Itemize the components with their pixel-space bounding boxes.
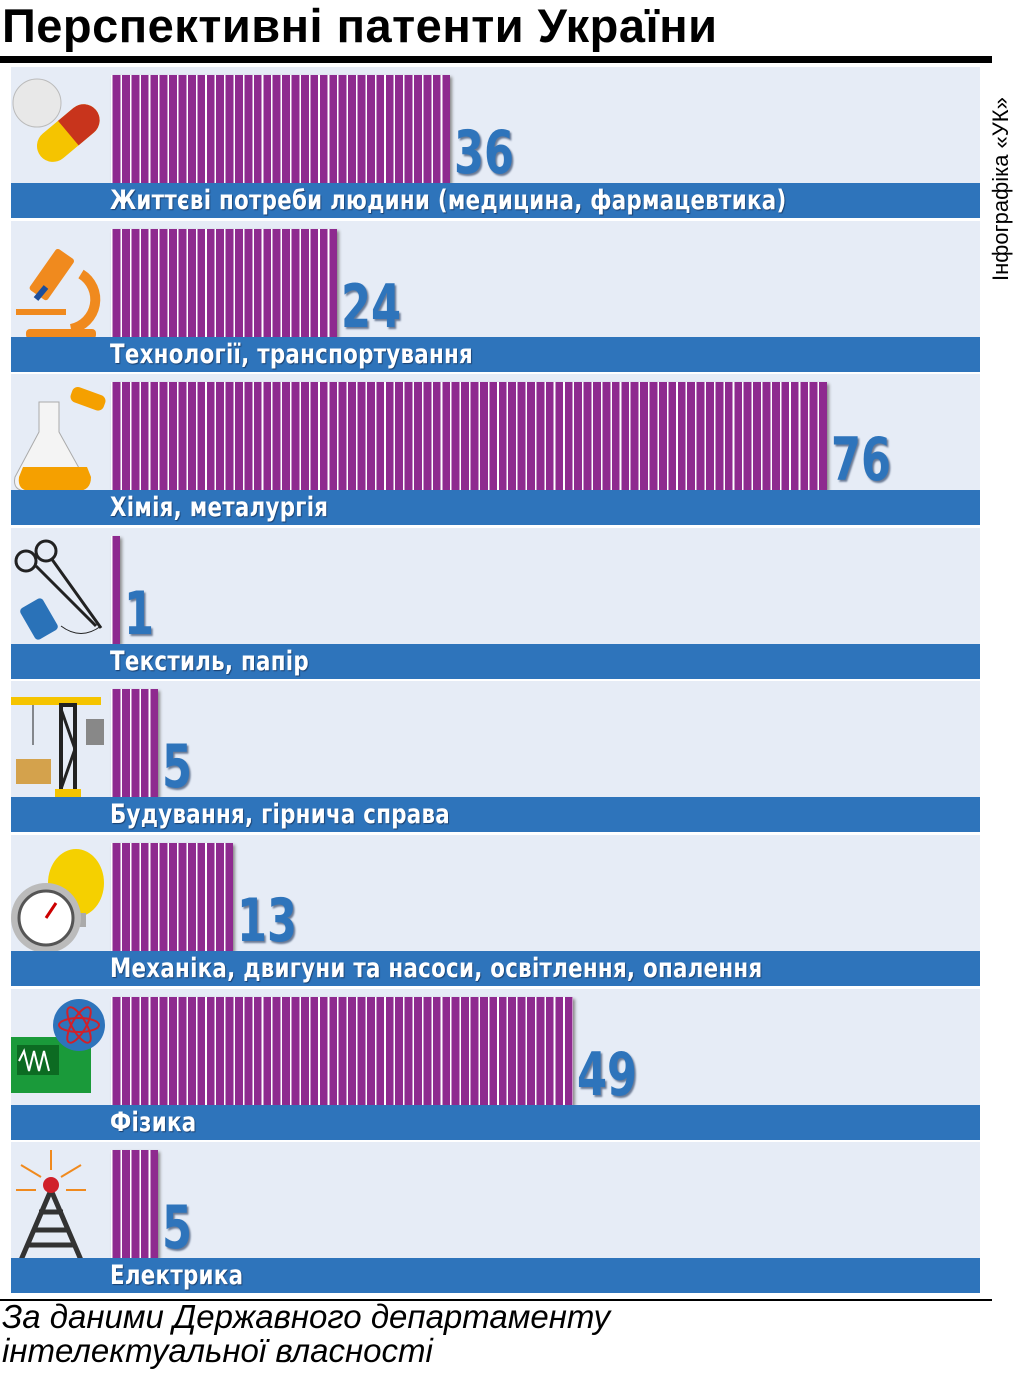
- atom-oscilloscope-icon: [11, 998, 105, 1093]
- category-label: Механіка, двигуни та насоси, освітлення,…: [110, 953, 763, 984]
- chart-row: 5 Електрика: [11, 1142, 980, 1294]
- credit: Інфографіка «УК»: [988, 66, 1014, 281]
- source-note: За даними Державного департаменту інтеле…: [2, 1300, 610, 1368]
- page-title: Перспективні патенти України: [2, 0, 718, 52]
- gauge-lightbulb-icon: [11, 849, 104, 953]
- category-band: [11, 336, 980, 372]
- data-label: 5: [162, 732, 193, 803]
- category-band: [11, 643, 980, 679]
- category-band: [11, 797, 980, 833]
- pill-capsule-icon: [12, 78, 100, 162]
- data-label: 13: [237, 886, 298, 956]
- title-rule: [0, 56, 992, 63]
- data-label: 49: [576, 1039, 637, 1110]
- data-label: 36: [454, 118, 515, 188]
- chart-row: 36 Життєві потреби людини (медицина, фарм…: [11, 67, 980, 218]
- bar: [111, 689, 159, 798]
- chart-row: 49 Фізика: [11, 988, 980, 1140]
- bar: [111, 843, 234, 951]
- data-label: 24: [341, 271, 402, 342]
- bar: [111, 228, 338, 337]
- chart-row: 1 Текстиль, папір: [11, 527, 980, 679]
- source-line-1: За даними Державного департаменту: [2, 1298, 611, 1335]
- category-label: Будування, гірнича справа: [110, 799, 450, 831]
- chart-row: 5 Будування, гірнича справа: [11, 681, 980, 833]
- category-band: [11, 951, 980, 986]
- scissors-needle-thread-icon: [14, 539, 103, 640]
- bar: [111, 535, 121, 644]
- credit-text: Інфографіка «УК»: [988, 97, 1013, 281]
- data-label: 76: [831, 425, 892, 496]
- crane-icon: [11, 697, 104, 798]
- radio-tower-icon: [16, 1150, 86, 1261]
- category-band: [11, 1258, 980, 1294]
- footer-rule: [0, 1299, 992, 1301]
- category-label: Фізика: [110, 1106, 197, 1138]
- chart-row: 13 Механіка, двигуни та насоси, освітленн…: [11, 835, 980, 986]
- category-label: Технології, транспортування: [110, 338, 474, 370]
- category-band: [11, 490, 980, 526]
- category-label: Електрика: [110, 1260, 244, 1292]
- category-label: Життєві потреби людини (медицина, фармац…: [110, 185, 787, 216]
- bar: [111, 1150, 159, 1259]
- category-band: [11, 1104, 980, 1140]
- source-line-2: інтелектуальної власності: [2, 1332, 433, 1369]
- category-band: [11, 183, 980, 218]
- bar: [111, 75, 451, 183]
- flask-icon: [14, 387, 106, 492]
- bar: [111, 996, 573, 1105]
- chart-row: 76 Хімія, металургія: [11, 374, 980, 526]
- microscope-icon: [16, 248, 101, 339]
- data-label: 5: [162, 1193, 193, 1264]
- bar: [111, 382, 827, 491]
- category-label: Хімія, металургія: [110, 492, 329, 524]
- category-label: Текстиль, папір: [110, 645, 309, 677]
- data-label: 1: [124, 578, 155, 649]
- chart-row: 24 Технології, транспортування: [11, 220, 980, 372]
